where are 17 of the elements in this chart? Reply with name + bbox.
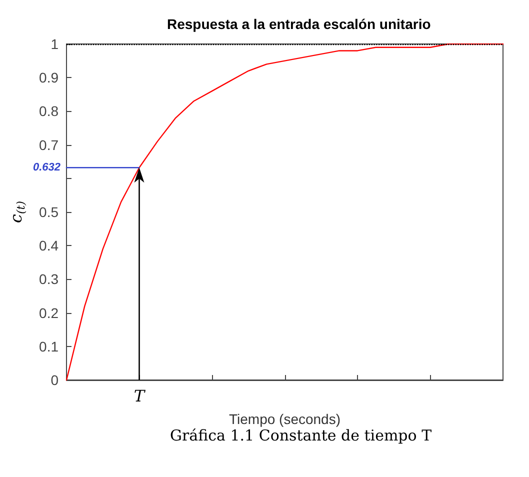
y-tick-label: 0.7 — [39, 136, 59, 153]
y-tick-label: 0.5 — [39, 204, 59, 220]
line-series — [66, 43, 504, 381]
y-tick-label: 0.9 — [39, 70, 59, 86]
y-tick-label: 0.2 — [39, 304, 59, 321]
y-tick-label: 0.3 — [39, 271, 59, 288]
y-tick-label: 0 — [50, 372, 59, 388]
chart-title: Respuesta a la entrada escalón unitario — [167, 16, 431, 32]
x-axis-title: Tiempo (seconds) — [228, 411, 341, 427]
y-tick-label: 0.1 — [39, 338, 59, 354]
y-tick-label: 0.8 — [39, 103, 59, 120]
y-tick-label: 0.4 — [39, 238, 59, 254]
text: 0.632 — [32, 162, 60, 174]
y-axis-title: c(t) — [6, 201, 28, 223]
text: Gráfica 1.1 Constante de tiempo T — [170, 426, 432, 444]
x-tick-label: T — [134, 386, 146, 406]
y-tick-label: 1 — [50, 36, 59, 52]
